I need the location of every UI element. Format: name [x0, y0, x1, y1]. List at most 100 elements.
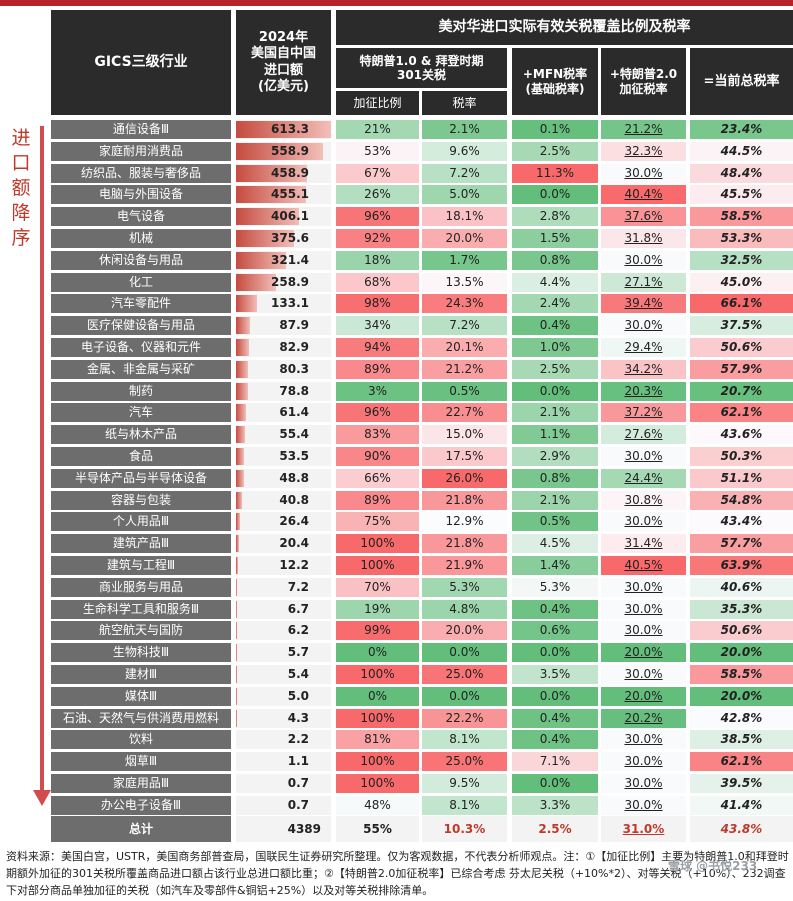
trump2-rate: 40.4% — [601, 185, 686, 205]
trump2-rate-text: 27.1% — [624, 274, 663, 289]
tariff-rate: 21.9% — [422, 556, 507, 575]
table-row: 建筑产品Ⅲ 20.4 100% 21.8% 4.5% 31.4% 57.7% — [51, 534, 793, 554]
header-total-rate: =当前总税率 — [690, 48, 793, 115]
total-imports: 4389 — [236, 816, 331, 842]
table-row: 汽车零配件 133.1 98% 24.3% 2.4% 39.4% 66.1% — [51, 294, 793, 314]
source-note: 资料来源：美国白宫，USTR，美国商务部普查局，国联民生证券研究所整理。仅为客观… — [6, 850, 789, 897]
import-bar — [236, 142, 323, 160]
industry-name: 生命科学工具和服务Ⅲ — [51, 599, 231, 619]
trump2-rate-text: 24.4% — [624, 470, 663, 485]
trump2-rate: 20.0% — [601, 643, 686, 663]
trump2-rate: 37.2% — [601, 403, 686, 423]
import-value: 20.4 — [236, 534, 331, 554]
tariff-ratio: 68% — [336, 272, 419, 292]
table-row: 纸与林木产品 55.4 83% 15.0% 1.1% 27.6% 43.6% — [51, 425, 793, 445]
import-value: 12.2 — [236, 556, 331, 575]
import-bar — [236, 600, 238, 618]
total-rate: 35.3% — [690, 599, 793, 619]
industry-name: 纺织品、服装与奢侈品 — [51, 163, 231, 183]
trump2-rate-text: 30.0% — [624, 514, 663, 529]
header-imports-line1: 2024年 — [258, 30, 309, 45]
import-bar — [236, 578, 238, 596]
import-value-text: 5.7 — [287, 645, 309, 660]
tariff-ratio: 92% — [336, 229, 419, 248]
industry-name: 建筑与工程Ⅲ — [51, 556, 231, 575]
mfn-rate: 0.0% — [512, 686, 598, 706]
industry-name: 容器与包装 — [51, 490, 231, 510]
trump2-rate: 27.1% — [601, 272, 686, 292]
import-bar — [236, 317, 250, 335]
mfn-rate: 0.6% — [512, 621, 598, 641]
trump2-rate: 40.5% — [601, 556, 686, 575]
tariff-rate: 9.6% — [422, 141, 507, 161]
import-value: 53.5 — [236, 447, 331, 466]
total-rate: 39.5% — [690, 774, 793, 793]
total-rate: 53.3% — [690, 229, 793, 248]
table-row: 商业服务与用品 7.2 70% 5.3% 5.3% 30.0% 40.6% — [51, 577, 793, 598]
trump2-rate-text: 30.0% — [624, 732, 663, 747]
tariff-ratio: 81% — [336, 730, 419, 750]
trump2-rate: 30.8% — [601, 490, 686, 510]
industry-name: 个人用品Ⅲ — [51, 512, 231, 532]
tariff-ratio: 75% — [336, 512, 419, 532]
table-row: 个人用品Ⅲ 26.4 75% 12.9% 0.5% 30.0% 43.4% — [51, 512, 793, 532]
mfn-rate: 0.0% — [512, 774, 598, 793]
trump2-rate: 30.0% — [601, 250, 686, 270]
import-value-text: 458.9 — [271, 165, 309, 180]
mfn-rate: 0.0% — [512, 381, 598, 401]
industry-name: 石油、天然气与供消费用燃料 — [51, 708, 231, 728]
total-rate: 23.4% — [690, 120, 793, 139]
trump2-rate: 30.0% — [601, 447, 686, 466]
table-row: 半导体产品与半导体设备 48.8 66% 26.0% 0.8% 24.4% 51.1% — [51, 468, 793, 489]
import-value: 4.3 — [236, 708, 331, 728]
import-value: 6.7 — [236, 599, 331, 619]
mfn-rate: 2.1% — [512, 490, 598, 510]
table-row: 家庭耐用消费品 558.9 53% 9.6% 2.5% 32.3% 44.5% — [51, 141, 793, 162]
tariff-rate: 9.5% — [422, 774, 507, 793]
total-rate: 50.3% — [690, 447, 793, 466]
trump2-rate-text: 34.2% — [624, 361, 663, 376]
trump2-rate-text: 31.8% — [624, 231, 663, 245]
industry-name: 通信设备Ⅲ — [51, 120, 231, 139]
total-rate: 66.1% — [690, 294, 793, 314]
industry-name: 金属、非金属与采矿 — [51, 359, 231, 379]
import-value: 40.8 — [236, 490, 331, 510]
tariff-rate: 12.9% — [422, 512, 507, 532]
tariff-rate: 18.1% — [422, 207, 507, 227]
trump2-rate-text: 32.3% — [624, 143, 663, 158]
header-mfn-line1: +MFN税率 — [522, 67, 588, 82]
mfn-rate: 0.0% — [512, 643, 598, 663]
industry-name: 饮料 — [51, 730, 231, 750]
total-rate: 20.0% — [690, 686, 793, 706]
table-row: 容器与包装 40.8 89% 21.8% 2.1% 30.8% 54.8% — [51, 490, 793, 511]
mfn-rate: 4.5% — [512, 534, 598, 554]
total-rate: 54.8% — [690, 490, 793, 510]
mfn-rate: 0.8% — [512, 468, 598, 488]
table-row: 机械 375.6 92% 20.0% 1.5% 31.8% 53.3% — [51, 229, 793, 249]
trump2-rate: 39.4% — [601, 294, 686, 314]
tariff-ratio: 21% — [336, 120, 419, 139]
arrow-head-icon — [33, 790, 51, 806]
import-value-text: 12.2 — [279, 558, 309, 572]
import-value-text: 82.9 — [279, 340, 309, 354]
total-trump2: 31.0% — [601, 816, 686, 842]
import-value: 7.2 — [236, 577, 331, 597]
tariff-ratio: 100% — [336, 556, 419, 575]
trump2-rate-text: 30.0% — [624, 252, 663, 267]
total-label: 总计 — [51, 816, 231, 842]
tariff-ratio: 83% — [336, 425, 419, 445]
industry-name: 媒体Ⅲ — [51, 686, 231, 706]
tariff-rate: 13.5% — [422, 272, 507, 292]
mfn-rate: 0.4% — [512, 730, 598, 750]
watermark: 雪球 @书悦233 — [668, 859, 758, 873]
industry-name: 化工 — [51, 272, 231, 292]
import-value-text: 1.1 — [287, 754, 309, 769]
import-value: 5.0 — [236, 686, 331, 706]
tariff-ratio: 34% — [336, 316, 419, 336]
tariff-ratio: 26% — [336, 185, 419, 205]
table-row: 电子设备、仪器和元件 82.9 94% 20.1% 1.0% 29.4% 50.6% — [51, 338, 793, 358]
tariff-rate: 20.0% — [422, 229, 507, 248]
mfn-rate: 2.1% — [512, 403, 598, 423]
tariff-rate: 0.0% — [422, 643, 507, 663]
import-bar — [236, 382, 249, 400]
